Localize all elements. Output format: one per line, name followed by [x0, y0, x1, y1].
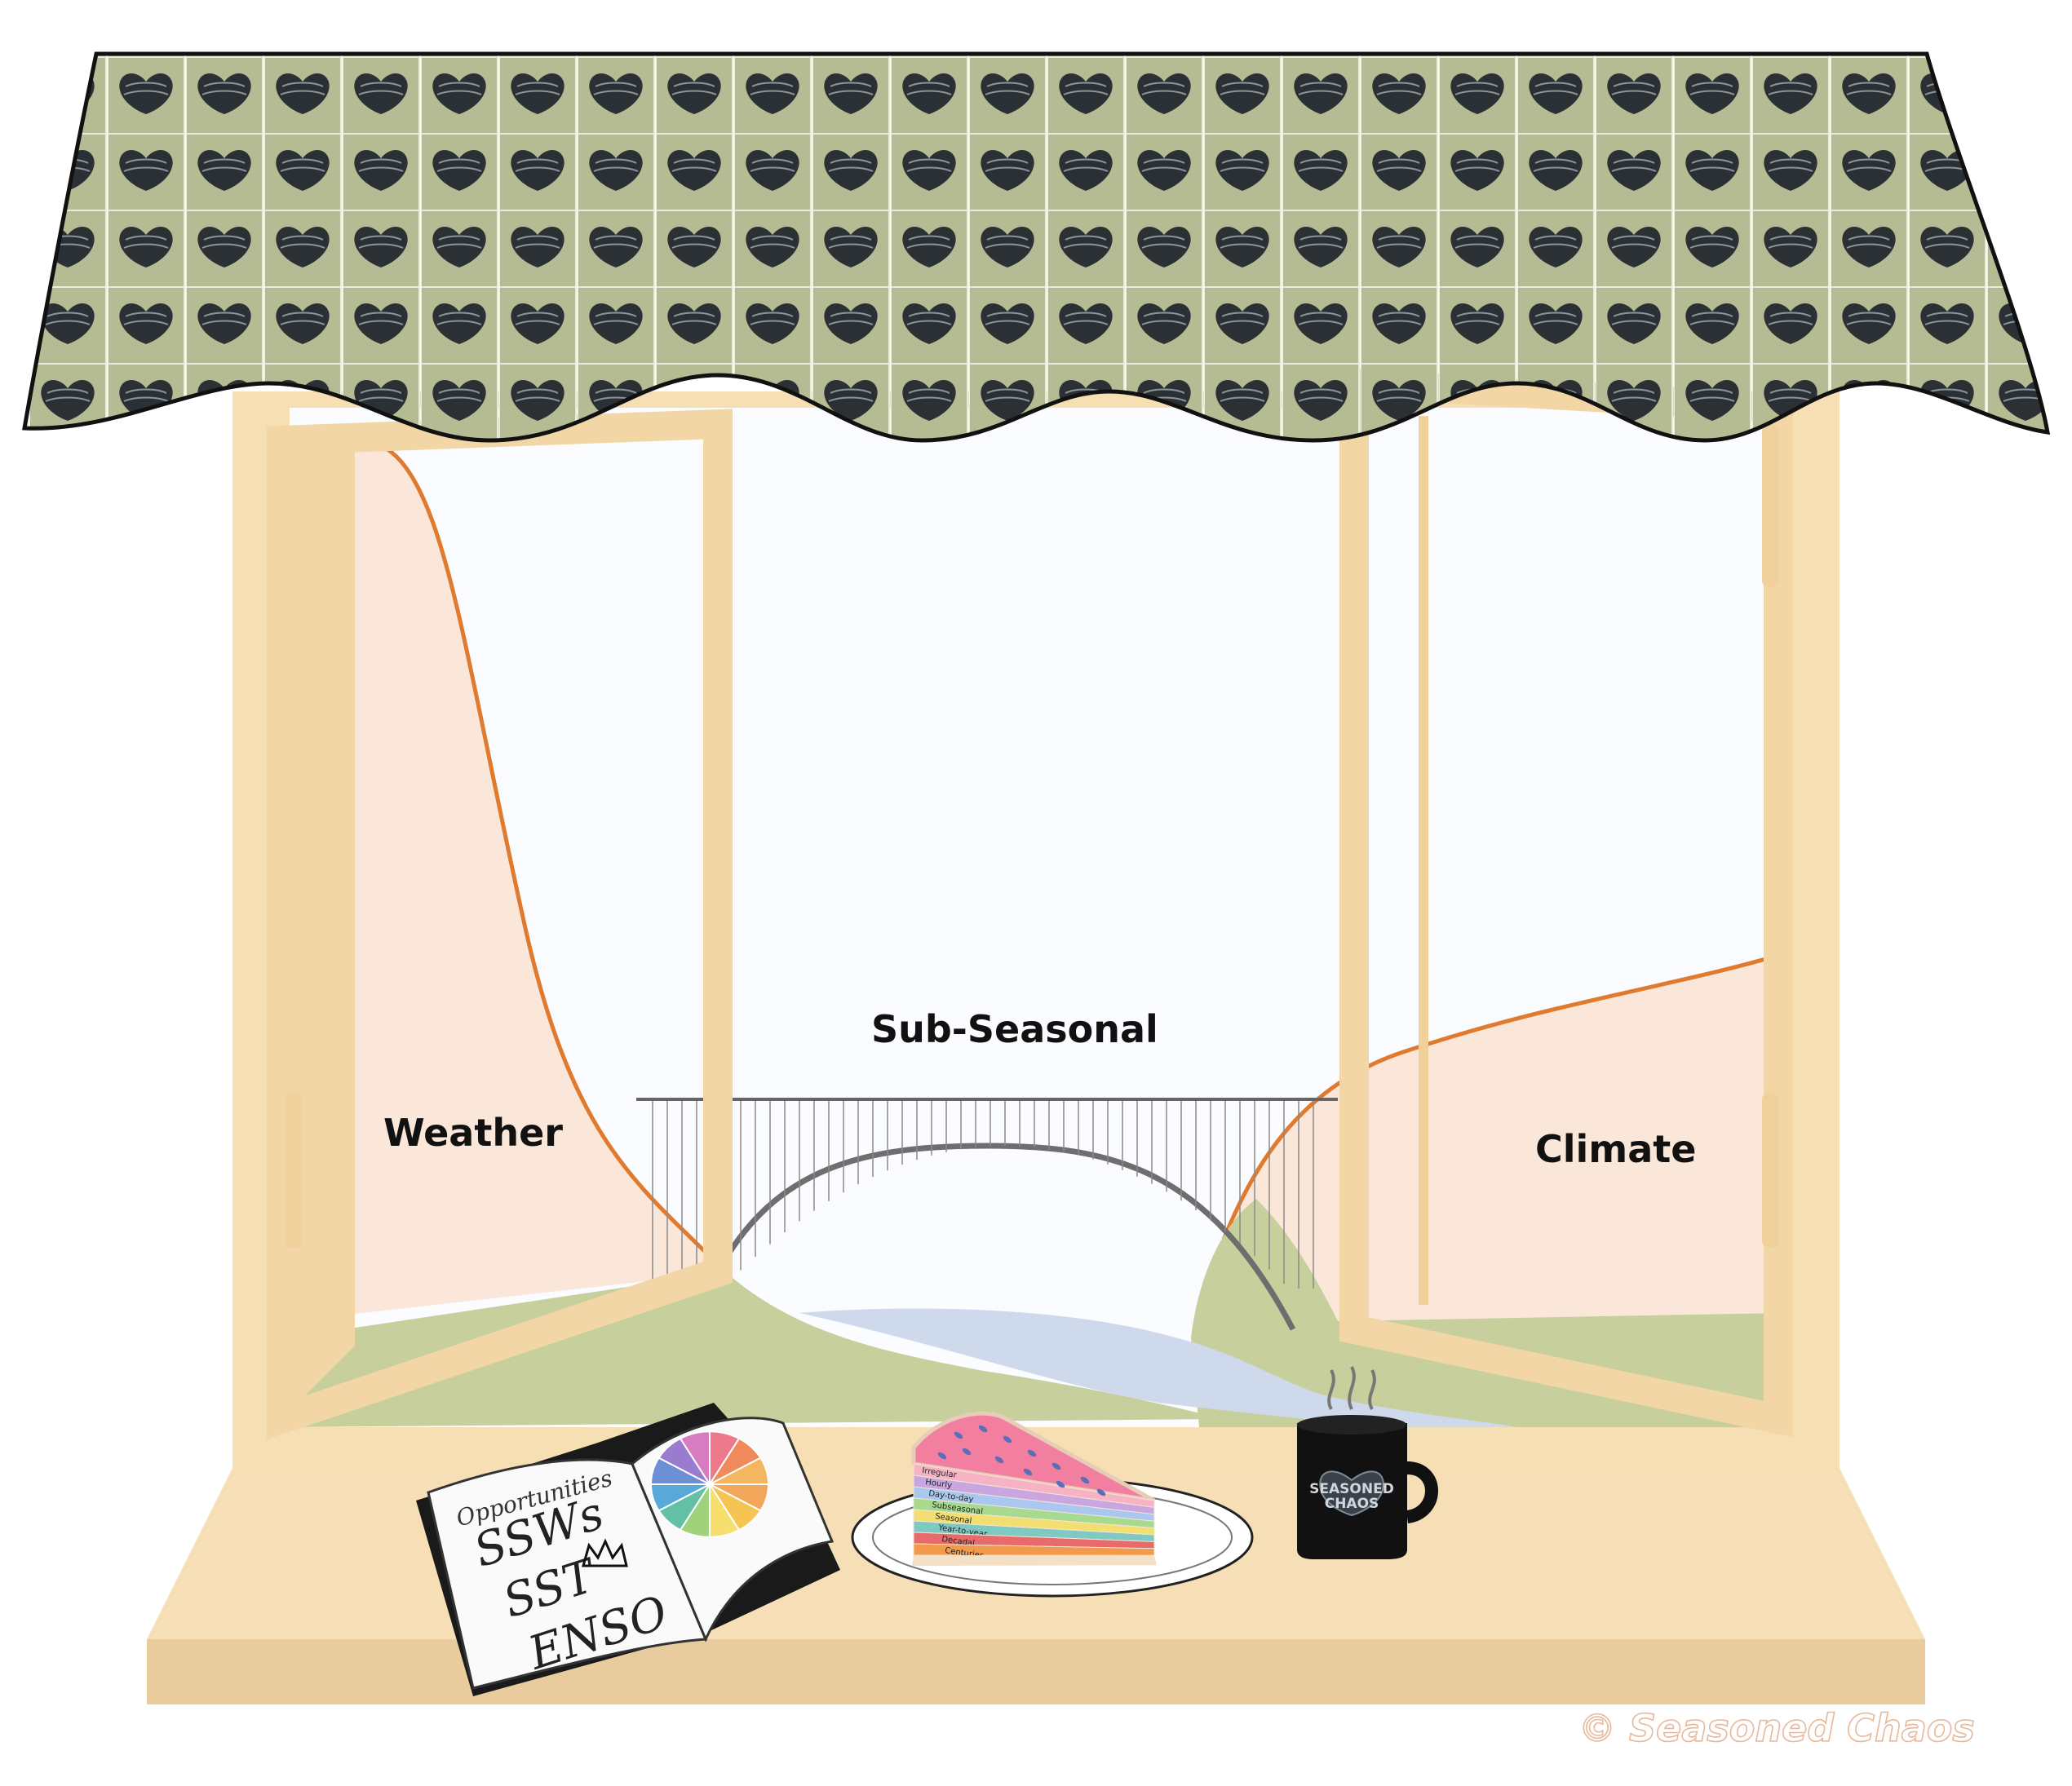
- pie-crust: [912, 1555, 1157, 1566]
- pie-sprinkle: [954, 1431, 963, 1439]
- pie-sprinkle: [1051, 1462, 1061, 1470]
- steam-icon: [1327, 1366, 1376, 1410]
- right-hill: [1191, 1199, 1782, 1427]
- color-wheel-icon: [649, 1430, 770, 1538]
- pie-top: [911, 1411, 1156, 1503]
- river: [799, 1308, 1517, 1427]
- mug-logo-line2: CHAOS: [1325, 1496, 1379, 1512]
- pie-sprinkle: [978, 1425, 988, 1433]
- green-ground: [290, 1272, 1224, 1427]
- pie-sprinkle: [962, 1448, 972, 1456]
- pie-sprinkle: [937, 1452, 947, 1460]
- weather-curve: [358, 438, 728, 1274]
- left-sash: [267, 409, 733, 1440]
- weather-area: [290, 440, 726, 1321]
- pie-sprinkle: [1096, 1488, 1106, 1496]
- climate-label: Climate: [1535, 1127, 1696, 1171]
- pie-layer-label: Hourly: [925, 1478, 953, 1490]
- subseasonal-label: Sub-Seasonal: [871, 1007, 1158, 1051]
- awning-pattern-logo: [22, 51, 2051, 443]
- pie-slice-icon: IrregularHourlyDay-to-daySubseasonalSeas…: [911, 1411, 1157, 1566]
- pie-sprinkle: [1003, 1435, 1012, 1443]
- coffee-mug-icon: SEASONED CHAOS: [1297, 1415, 1438, 1559]
- pie-sprinkle: [1056, 1480, 1065, 1488]
- pie-sprinkle: [1027, 1449, 1037, 1457]
- color-wheel-segment: [709, 1457, 770, 1485]
- weather-label: Weather: [383, 1111, 563, 1155]
- pie-sprinkle: [1080, 1476, 1090, 1484]
- climate-curve: [1221, 952, 1783, 1240]
- crown-icon: [582, 1538, 628, 1567]
- mug-logo-line1: SEASONED: [1309, 1481, 1394, 1497]
- bridge-icon: [636, 1098, 1338, 1331]
- open-book-icon: Opportunities SSWs SST ENSO: [416, 1403, 840, 1696]
- pie-sprinkle: [994, 1456, 1004, 1464]
- copyright-text: © Seasoned Chaos: [1578, 1706, 1975, 1750]
- pie-sprinkle: [1023, 1468, 1033, 1476]
